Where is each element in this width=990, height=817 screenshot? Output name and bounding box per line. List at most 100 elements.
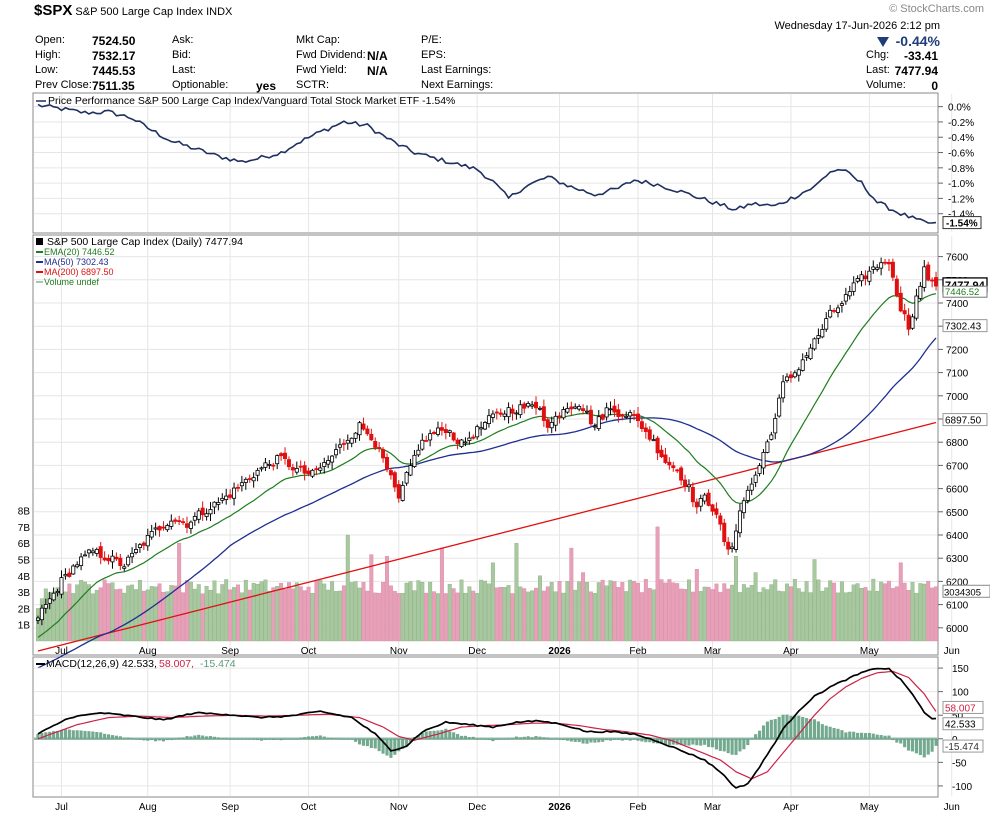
indicator-legend: EMA(20) 7446.52 (44, 247, 115, 257)
candle-body (600, 414, 605, 420)
candle-body (832, 310, 837, 312)
macd-histogram-bar (463, 735, 467, 739)
candle-body (330, 455, 335, 463)
volume-bar (420, 582, 425, 642)
macd-histogram-bar (397, 738, 401, 752)
macd-histogram-bar (593, 738, 597, 743)
detail-value: 7445.53 (92, 64, 136, 78)
x-tick-label-bottom: Oct (301, 802, 317, 813)
macd-histogram-bar (585, 738, 589, 744)
perf-last-label: -1.54% (946, 219, 978, 230)
macd-histogram-bar (416, 735, 420, 739)
macd-legend-main: MACD(12,26,9) 42.533, (46, 658, 157, 670)
volume-bar (541, 590, 546, 642)
candle-body (196, 510, 201, 520)
ma-price-box (942, 319, 988, 333)
candle-body (655, 437, 660, 454)
volume-bar (424, 592, 429, 642)
perf-y-tick-label: -0.4% (948, 133, 974, 144)
candle-body (577, 406, 582, 410)
volume-bar (271, 587, 276, 642)
macd-histogram-bar (903, 738, 907, 748)
macd-histogram-bar (420, 732, 424, 739)
volume-bar (161, 591, 166, 642)
candle-body (867, 270, 872, 282)
candle-body (369, 433, 374, 441)
candle-body (118, 557, 123, 566)
perf-y-tick-label: 0.0% (948, 103, 971, 114)
macd-histogram-bar (703, 738, 707, 745)
macd-histogram-bar (197, 734, 201, 739)
perf-y-tick-label: -1.2% (948, 194, 974, 205)
x-tick-label-bottom: Feb (629, 802, 647, 813)
volume-bar (436, 593, 440, 642)
macd-histogram-bar (907, 738, 911, 751)
volume-bar (930, 587, 935, 642)
volume-bar (192, 588, 197, 642)
volume-bar (832, 582, 837, 642)
volume-bar (43, 588, 48, 642)
candle-body (86, 549, 91, 554)
volume-bar (573, 589, 578, 642)
detail-label: Last: (172, 64, 196, 76)
macd-histogram-bar (663, 738, 668, 745)
candle-body (745, 489, 750, 501)
macd-histogram-bar (805, 718, 809, 739)
candle-body (800, 359, 805, 371)
volume-bar (824, 587, 829, 642)
volume-bar (463, 592, 468, 642)
volume-bar (365, 590, 370, 642)
candle-body (59, 577, 64, 595)
volume-bar (306, 586, 311, 642)
candle-body (475, 426, 480, 438)
detail-value: 7524.50 (92, 34, 136, 48)
volume-bar (616, 587, 621, 642)
candle-body (51, 592, 56, 601)
volume-bar (502, 587, 507, 642)
macd-histogram-bar (930, 738, 934, 752)
candle-body (694, 501, 699, 508)
volume-bar (820, 590, 825, 642)
candle-body (726, 541, 731, 550)
candle-body (192, 516, 197, 521)
volume-bar (557, 581, 562, 642)
volume-bar (185, 580, 189, 642)
candle-body (934, 277, 939, 287)
volume-tick-label: 8B (18, 507, 31, 518)
macd-histogram-bar (675, 738, 679, 745)
macd-histogram-bar (365, 738, 369, 747)
candle-body (494, 411, 499, 414)
detail-value: -33.41 (903, 49, 938, 63)
volume-bar (122, 592, 127, 642)
candle-body (843, 294, 848, 302)
candle-body (757, 465, 762, 474)
price-y-tick-label: 7600 (946, 253, 969, 264)
candle-body (220, 497, 225, 501)
macd-histogram-bar (659, 738, 664, 744)
candle-body (239, 482, 244, 487)
volume-bar (361, 582, 366, 642)
candle-body (443, 429, 448, 434)
candle-body (459, 439, 464, 447)
volume-bar (337, 590, 342, 642)
candle-body (67, 572, 72, 577)
macd-histogram-bar (369, 738, 373, 748)
x-tick-label: Oct (301, 646, 317, 657)
candle-body (773, 418, 778, 434)
macd-histogram-bar (699, 738, 703, 746)
macd-histogram-bar (393, 738, 397, 755)
candle-body (765, 441, 770, 453)
candle-body (855, 278, 860, 282)
macd-histogram-bar (840, 730, 844, 739)
x-tick-label-bottom: 2026 (548, 802, 571, 813)
candle-body (228, 494, 233, 498)
candle-body (79, 556, 84, 566)
macd-histogram-bar (63, 729, 67, 739)
candle-body (349, 437, 354, 444)
volume-bar (894, 586, 899, 642)
volume-bar (259, 581, 264, 642)
macd-histogram-bar (777, 716, 781, 739)
detail-label: Bid: (172, 49, 191, 61)
candle-body (306, 470, 311, 475)
volume-bar (467, 586, 472, 642)
